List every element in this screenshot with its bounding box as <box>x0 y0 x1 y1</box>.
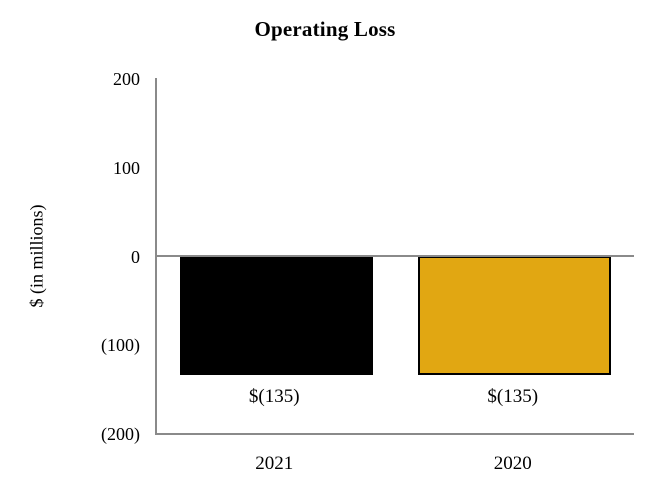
bar-value-label: $(135) <box>248 386 300 408</box>
chart-title: Operating Loss <box>254 17 396 41</box>
x-category-label: 2020 <box>493 453 532 474</box>
y-tick-label: 0 <box>131 246 140 267</box>
y-tick-label: (100) <box>101 335 140 356</box>
bar-2021 <box>179 255 373 376</box>
y-tick-label: 100 <box>113 157 140 178</box>
bar-2020 <box>418 255 612 376</box>
zero-gridline <box>157 254 634 257</box>
y-tick-label: 200 <box>113 69 140 89</box>
bar-value-label: $(135) <box>487 386 539 408</box>
x-category-label: 2021 <box>255 453 294 474</box>
plot-area <box>155 78 634 435</box>
y-tick-label: (200) <box>101 424 140 444</box>
